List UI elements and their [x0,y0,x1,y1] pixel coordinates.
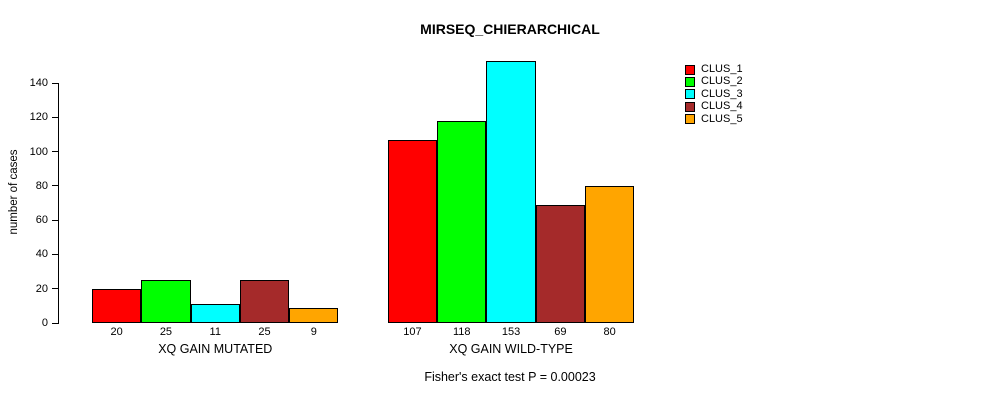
x-category-label: XQ GAIN MUTATED [158,342,273,356]
legend-swatch [685,101,695,112]
bar-value-label: 9 [310,326,317,338]
legend-swatch [685,89,695,100]
legend-label: CLUS_2 [701,75,743,88]
legend-label: CLUS_5 [701,112,743,125]
y-tick [52,219,59,221]
bar-value-label: 153 [501,326,521,338]
legend-label: CLUS_3 [701,87,743,100]
chart-title: MIRSEQ_CHIERARCHICAL [420,21,600,37]
bar-clus-4-xq-gain-wild-type [535,204,585,323]
y-tick [52,288,59,290]
y-tick-label: 40 [35,248,48,261]
y-tick [52,253,59,255]
y-tick [52,82,59,84]
legend-swatch [685,76,695,87]
legend-label: CLUS_1 [701,63,743,75]
y-tick-label: 120 [29,111,48,124]
bar-value-label: 118 [452,326,471,338]
bar-value-label: 11 [209,326,221,338]
legend-swatch [685,114,695,125]
bar-clus-5-xq-gain-mutated [289,307,339,323]
bar-value-label: 25 [159,326,173,338]
bar-clus-2-xq-gain-wild-type [437,120,487,323]
y-axis-line [58,83,59,324]
bar-value-label: 25 [258,326,271,338]
legend-swatch [685,64,695,75]
bar-clus-4-xq-gain-mutated [239,280,290,323]
annotation-text: Fisher's exact test P = 0.00023 [424,370,596,384]
bar-value-label: 20 [110,326,123,338]
bar-clus-5-xq-gain-wild-type [585,185,635,323]
bar-clus-1-xq-gain-mutated [92,288,142,323]
bar-clus-1-xq-gain-wild-type [387,139,438,323]
bar-value-label: 69 [554,326,567,338]
y-tick [52,116,59,118]
y-tick-label: 60 [35,214,48,227]
legend-label: CLUS_4 [701,100,743,113]
y-tick-label: 100 [29,145,48,158]
bar-value-label: 107 [403,326,422,338]
bar-value-label: 80 [603,326,616,338]
x-category-label: XQ GAIN WILD-TYPE [449,342,573,356]
y-tick-label: 80 [35,179,48,192]
y-tick [52,322,59,324]
y-tick [52,185,59,187]
y-tick-label: 20 [35,282,48,295]
y-tick-label: 140 [29,77,48,89]
bar-clus-3-xq-gain-mutated [190,304,240,323]
bar-clus-3-xq-gain-wild-type [486,60,536,323]
bar-clus-2-xq-gain-mutated [141,280,191,323]
y-tick [52,151,59,153]
y-tick-label: 0 [41,317,48,329]
